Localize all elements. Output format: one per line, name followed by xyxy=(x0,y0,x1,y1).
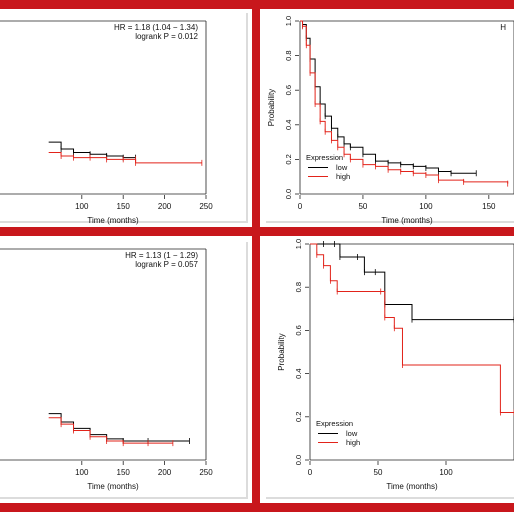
y-tick-label: 0.0 xyxy=(284,189,293,199)
km-curve-low xyxy=(310,243,514,321)
legend-label-high: high xyxy=(336,172,350,181)
legend-label-low: low xyxy=(336,163,348,172)
x-tick-label: 200 xyxy=(158,468,172,477)
x-tick-label: 150 xyxy=(482,202,496,211)
x-tick-label: 100 xyxy=(419,202,433,211)
y-axis-title: Probability xyxy=(277,333,286,370)
legend-label-low: low xyxy=(346,429,358,438)
panel-card xyxy=(264,11,514,221)
plot-top-left: 100 150 200 250 Time (months) HR = 1.18 (1.04… xyxy=(0,20,213,225)
y-tick-label: 0.2 xyxy=(284,154,293,164)
km-curve-low xyxy=(300,20,477,174)
y-tick-label: 0.2 xyxy=(294,412,303,422)
x-tick-label: 200 xyxy=(158,202,172,211)
x-tick-label: 0 xyxy=(298,202,303,211)
x-tick-label: 150 xyxy=(117,468,131,477)
panel-top-right: 0 50 100 150 Time (months) 0.0 0.2 0.4 0.6 0.8 1.0… xyxy=(264,11,514,225)
y-tick-label: 0.8 xyxy=(294,282,303,292)
y-tick-label: 0.6 xyxy=(294,325,303,335)
x-tick-label: 50 xyxy=(374,468,383,477)
x-tick-label: 100 xyxy=(75,468,89,477)
x-axis-title: Time (months) xyxy=(386,482,438,491)
x-tick-label: 100 xyxy=(75,202,89,211)
panel-card xyxy=(0,240,246,497)
legend-title: Expression xyxy=(316,419,353,428)
panel-bottom-left: 100 150 200 250 Time (months) HR = 1.13 (1 − … xyxy=(0,240,248,499)
x-axis-title: Time (months) xyxy=(87,482,139,491)
hazard-ratio-annotation: HR = 1.18 (1.04 − 1.34) xyxy=(114,23,198,32)
x-tick-label: 100 xyxy=(439,468,453,477)
y-tick-label: 0.6 xyxy=(284,85,293,95)
legend-title: Expression xyxy=(306,153,343,162)
panel-card xyxy=(264,240,514,497)
y-tick-label: 1.0 xyxy=(294,239,303,249)
logrank-p-annotation: logrank P = 0.012 xyxy=(135,32,198,41)
y-tick-label: 0.4 xyxy=(284,120,293,130)
x-tick-label: 0 xyxy=(308,468,313,477)
y-tick-label: 0.8 xyxy=(284,50,293,60)
panel-top-left: 100 150 200 250 Time (months) HR = 1.18 (1.04… xyxy=(0,11,248,225)
panel-card xyxy=(0,11,246,221)
x-tick-label: 250 xyxy=(199,202,213,211)
x-axis-title: Time (months) xyxy=(381,216,433,225)
x-tick-label: 250 xyxy=(199,468,213,477)
hazard-ratio-annotation: H xyxy=(500,23,506,32)
logrank-p-annotation: logrank P = 0.057 xyxy=(135,260,198,269)
x-tick-label: 150 xyxy=(117,202,131,211)
y-tick-label: 0.0 xyxy=(294,455,303,465)
plot-top-right: 0 50 100 150 Time (months) 0.0 0.2 0.4 0.6 0.8 1.0… xyxy=(267,16,514,225)
y-tick-label: 1.0 xyxy=(284,16,293,26)
x-tick-label: 50 xyxy=(358,202,367,211)
x-axis-title: Time (months) xyxy=(87,216,139,225)
y-axis-title: Probability xyxy=(267,89,276,126)
hazard-ratio-annotation: HR = 1.13 (1 − 1.29) xyxy=(125,251,198,260)
legend-label-high: high xyxy=(346,438,360,447)
frame-band-center xyxy=(252,0,260,512)
plot-bottom-left: 100 150 200 250 Time (months) HR = 1.13 (1 − … xyxy=(0,248,213,491)
y-tick-label: 0.4 xyxy=(294,368,303,378)
